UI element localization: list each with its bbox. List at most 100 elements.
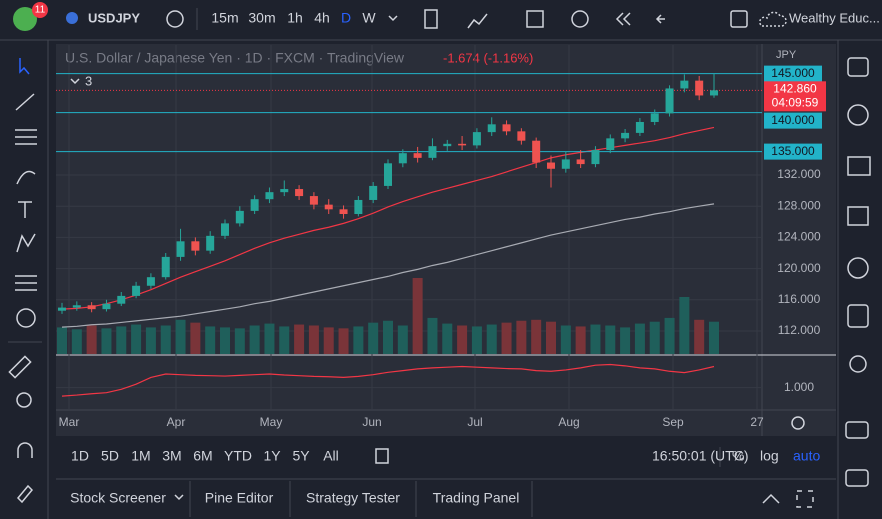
chats[interactable] <box>845 421 869 439</box>
range-button[interactable]: YTD <box>224 448 252 464</box>
candle-body <box>191 241 200 251</box>
alerts[interactable] <box>847 104 869 126</box>
panel-tab[interactable]: Trading Panel <box>433 490 520 506</box>
percent-toggle[interactable]: % <box>732 448 744 464</box>
more-intervals[interactable] <box>388 15 398 22</box>
ruler-tool[interactable] <box>8 355 32 379</box>
calendar[interactable] <box>847 304 869 328</box>
volume-bar <box>279 326 290 354</box>
candle-body <box>235 210 244 224</box>
candle-body <box>250 199 259 211</box>
volume-bar <box>501 322 512 354</box>
interval[interactable]: 15m <box>211 10 238 26</box>
volume-bar <box>116 326 127 354</box>
auto-toggle[interactable]: auto <box>793 448 820 464</box>
volume-bar <box>101 328 112 354</box>
volume-bar <box>634 323 645 354</box>
y-tick-label: 116.000 <box>778 292 821 306</box>
level-tag <box>764 65 822 82</box>
panel-tab[interactable]: Strategy Tester <box>306 490 400 506</box>
x-tick-label: 27 <box>750 415 764 429</box>
candle-body <box>635 121 644 133</box>
interval[interactable]: 1h <box>287 10 303 26</box>
y-tick-label: 120.000 <box>777 261 821 275</box>
range-button[interactable]: 3M <box>162 448 181 464</box>
watchlist[interactable] <box>847 57 869 77</box>
candle-body <box>472 132 481 146</box>
candle-body <box>710 90 718 96</box>
candle-body <box>265 192 274 200</box>
text-tool[interactable] <box>18 201 32 218</box>
date-range[interactable] <box>375 448 389 464</box>
lock-tool[interactable] <box>16 484 34 504</box>
account[interactable]: Wealthy Educ... <box>789 10 880 25</box>
interval[interactable]: W <box>362 10 376 26</box>
volume-bar <box>308 325 319 354</box>
ideas[interactable] <box>847 206 869 226</box>
cloud[interactable] <box>759 11 787 27</box>
range-button[interactable]: 6M <box>193 448 212 464</box>
hotlist[interactable] <box>847 257 869 279</box>
volume-bar <box>457 325 468 354</box>
candle-body <box>324 204 333 210</box>
indicators[interactable] <box>467 13 488 29</box>
candle-body <box>221 223 229 236</box>
layouts[interactable] <box>526 10 544 28</box>
collapse-panel[interactable] <box>762 493 780 504</box>
clock: 16:50:01 (UTC) <box>652 448 748 464</box>
range-button[interactable]: All <box>323 448 339 464</box>
brush-tool[interactable] <box>16 170 36 185</box>
volume-bar <box>516 320 527 354</box>
volume-bar <box>175 319 186 354</box>
indicator-line <box>61 363 715 397</box>
news[interactable] <box>847 156 871 176</box>
collapse-indicators[interactable] <box>70 78 80 85</box>
alert[interactable] <box>571 10 589 28</box>
replay[interactable] <box>615 12 631 26</box>
range-button[interactable]: 1M <box>131 448 150 464</box>
prediction-tool[interactable] <box>15 275 37 291</box>
candle-body <box>206 235 215 251</box>
maximize-panel[interactable] <box>796 490 814 508</box>
screener-menu[interactable] <box>174 494 184 501</box>
settings[interactable] <box>791 416 805 430</box>
interval[interactable]: D <box>341 10 351 26</box>
cursor-tool[interactable] <box>19 58 30 75</box>
range-button[interactable]: 5Y <box>292 448 310 464</box>
hidden-indicators[interactable]: 3 <box>85 73 92 88</box>
ideas-stream[interactable] <box>849 355 867 373</box>
symbol[interactable]: USDJPY <box>88 10 140 25</box>
currency[interactable]: JPY <box>776 49 797 61</box>
range-button[interactable]: 1D <box>71 448 89 464</box>
log-toggle[interactable]: log <box>760 448 779 464</box>
candle-body <box>428 146 437 158</box>
candle-body <box>502 124 511 132</box>
volume-bar <box>590 324 601 354</box>
candle-body <box>695 80 704 96</box>
fib-tool[interactable] <box>15 129 37 145</box>
volume-bar <box>383 320 393 354</box>
volume-bar <box>323 327 334 354</box>
messages[interactable] <box>845 469 869 487</box>
zoom-tool[interactable] <box>16 392 32 408</box>
indicator-tick-label: 1.000 <box>784 380 814 394</box>
interval[interactable]: 4h <box>314 10 330 26</box>
chart-title: U.S. Dollar / Japanese Yen · 1D · FXCM ·… <box>65 50 405 66</box>
candle-body <box>517 131 526 141</box>
range-button[interactable]: 5D <box>101 448 119 464</box>
avatar[interactable] <box>13 7 37 31</box>
trend-line-tool[interactable] <box>15 93 35 111</box>
undo[interactable] <box>655 14 665 24</box>
add-symbol[interactable] <box>166 10 184 28</box>
interval[interactable]: 30m <box>248 10 275 26</box>
icon-tool[interactable] <box>16 308 36 328</box>
pattern-tool[interactable] <box>16 233 36 253</box>
range-button[interactable]: 1Y <box>263 448 281 464</box>
panel-tab[interactable]: Stock Screener <box>70 490 166 506</box>
candle-body <box>295 189 304 197</box>
fullscreen[interactable] <box>730 10 748 28</box>
magnet-tool[interactable] <box>17 442 33 458</box>
chart-type[interactable] <box>424 9 438 29</box>
panel-tab[interactable]: Pine Editor <box>205 490 274 506</box>
